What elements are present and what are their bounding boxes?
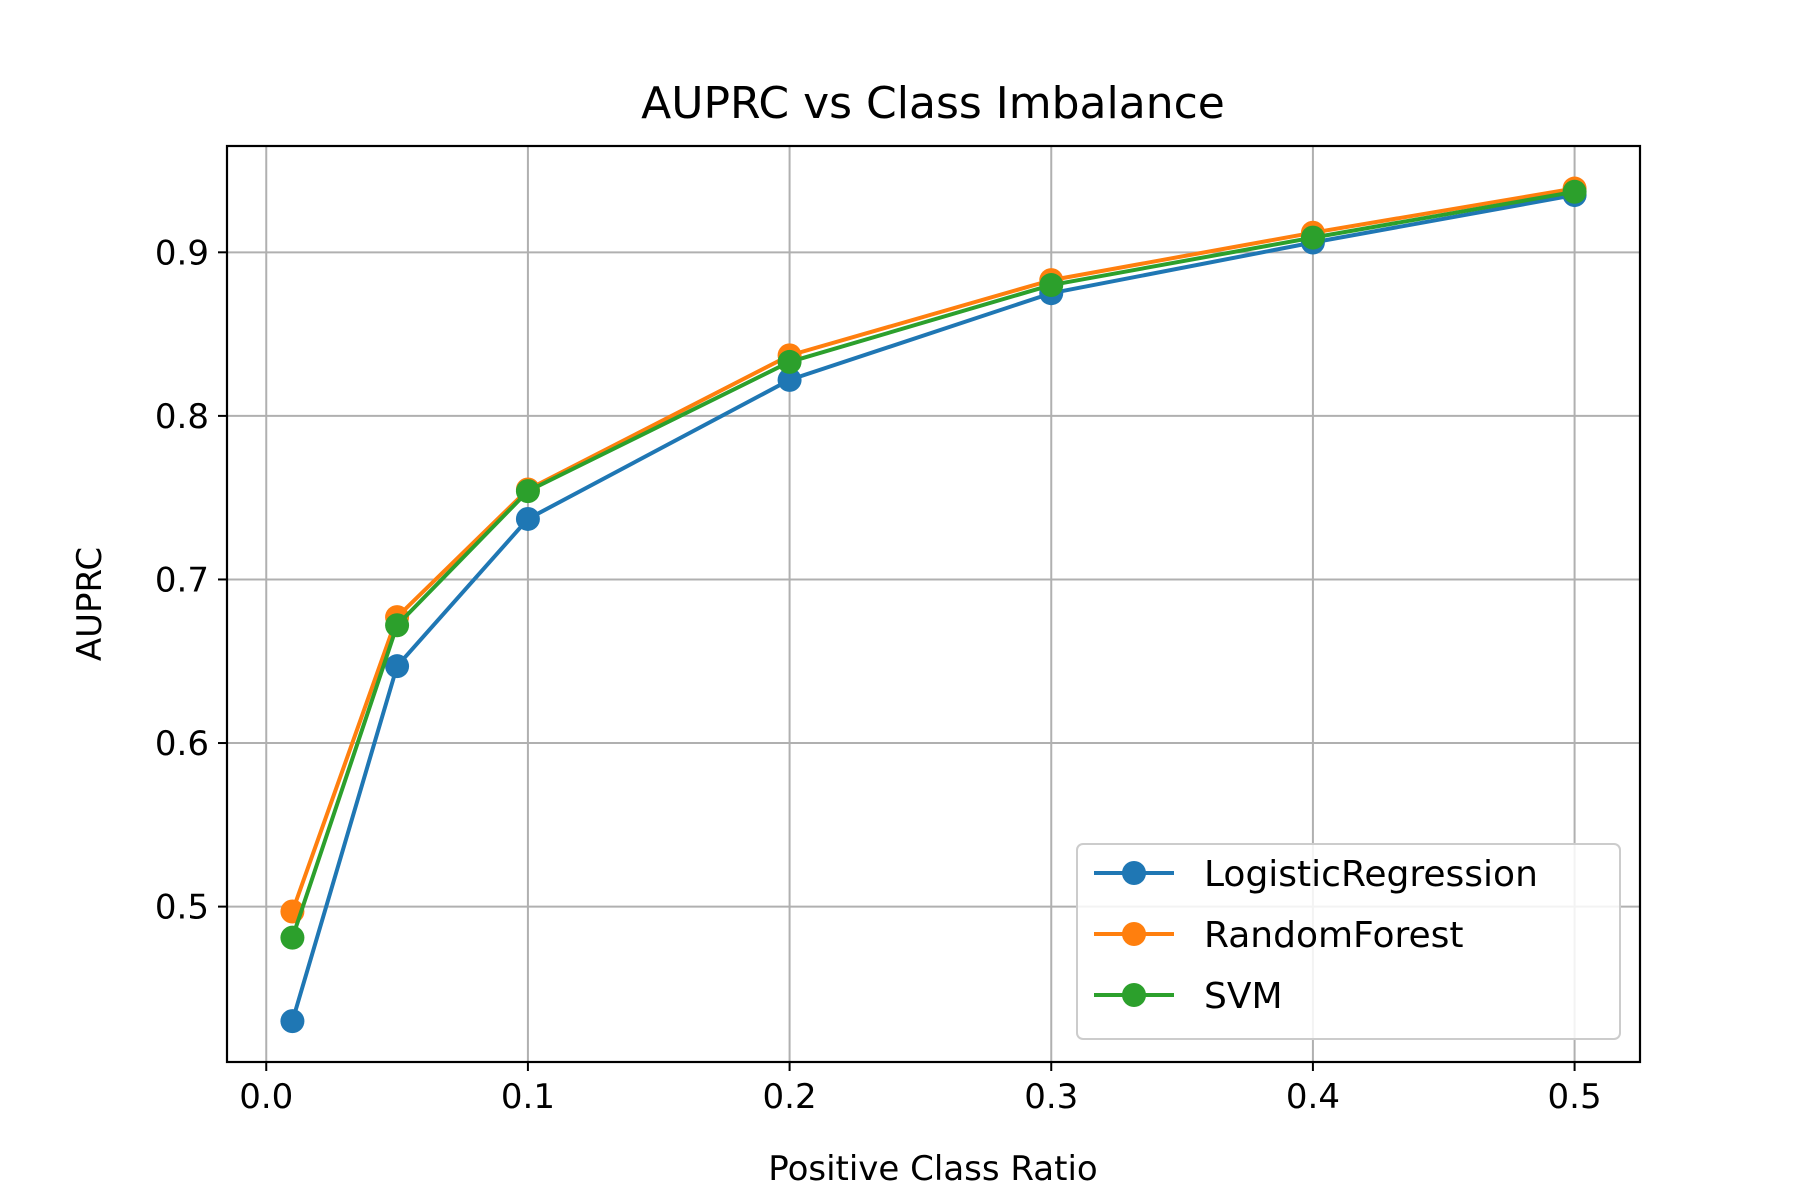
x-axis-label: Positive Class Ratio	[768, 1149, 1097, 1189]
x-tick-label: 0.1	[501, 1077, 555, 1117]
data-point	[1039, 273, 1064, 298]
legend-label: SVM	[1204, 976, 1283, 1017]
series-svm	[280, 179, 1587, 950]
legend-box	[1076, 843, 1621, 1040]
legend-marker	[1122, 983, 1146, 1007]
y-ticks: 0.5 0.6 0.7 0.8 0.9	[155, 233, 227, 928]
legend-item: SVM	[1094, 976, 1283, 1017]
x-tick-label: 0.0	[239, 1077, 293, 1117]
legend-marker	[1122, 922, 1146, 946]
y-tick-label: 0.8	[155, 397, 209, 437]
legend: LogisticRegression RandomForest SVM	[1076, 843, 1621, 1040]
data-point	[515, 479, 540, 504]
y-tick-label: 0.9	[155, 233, 209, 273]
data-point	[777, 349, 802, 374]
legend-label: RandomForest	[1204, 915, 1464, 956]
legend-marker	[1122, 861, 1146, 885]
plot-frame	[225, 144, 1642, 1064]
data-point	[385, 613, 410, 638]
data-point	[515, 506, 540, 531]
data-point	[777, 367, 802, 392]
series-line	[290, 186, 1575, 913]
y-axis-label: AUPRC	[70, 547, 110, 661]
series-layer	[280, 176, 1587, 1034]
legend-label: LogisticRegression	[1204, 854, 1538, 895]
data-point	[280, 1009, 305, 1034]
legend-item: LogisticRegression	[1094, 854, 1538, 895]
x-ticks: 0.0 0.1 0.2 0.3 0.4 0.5	[239, 1062, 1602, 1117]
x-tick-label: 0.4	[1286, 1077, 1340, 1117]
x-tick-label: 0.3	[1024, 1077, 1078, 1117]
y-tick-label: 0.5	[155, 888, 209, 928]
grid	[227, 146, 1640, 1062]
data-point	[1300, 225, 1325, 250]
y-tick-label: 0.7	[155, 560, 209, 600]
chart-title: AUPRC vs Class Imbalance	[641, 78, 1225, 129]
y-tick-label: 0.6	[155, 724, 209, 764]
data-point	[280, 925, 305, 950]
data-point	[1562, 179, 1587, 204]
x-tick-label: 0.5	[1548, 1077, 1602, 1117]
x-tick-label: 0.2	[763, 1077, 817, 1117]
series-randomforest	[280, 176, 1587, 924]
data-point	[385, 654, 410, 679]
legend-item: RandomForest	[1094, 915, 1464, 956]
